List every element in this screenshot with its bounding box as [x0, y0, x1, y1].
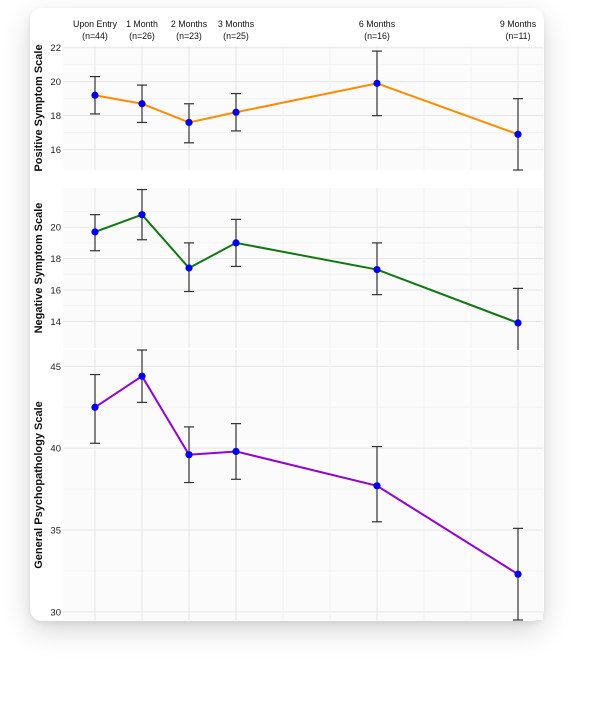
panel-1: 16 18 20 22 Positive Symptom Scale	[33, 43, 543, 172]
y-tick-label: 16	[50, 285, 61, 296]
y-axis-label: Negative Symptom Scale	[33, 203, 45, 334]
series-line	[94, 82, 519, 136]
x-tick-label: 1 Month	[126, 19, 158, 29]
x-tick-n: (n=16)	[364, 31, 390, 41]
y-tick-label: 20	[50, 77, 61, 88]
data-point	[373, 482, 381, 490]
series-line	[94, 374, 519, 576]
y-axis-label: General Psychopathology Scale	[33, 401, 45, 569]
y-tick-label: 18	[50, 111, 61, 122]
y-tick-label: 16	[50, 145, 61, 156]
data-point	[91, 403, 99, 411]
y-tick-label: 18	[50, 254, 61, 265]
data-point	[232, 447, 240, 456]
data-point	[91, 91, 99, 99]
data-point	[138, 100, 146, 108]
x-tick-n: (n=23)	[176, 31, 202, 41]
y-tick-label: 22	[50, 43, 61, 54]
y-tick-label: 30	[50, 607, 61, 618]
y-tick-label: 40	[50, 444, 61, 455]
panel-3: 30 35 40 45 General Psychopathology Scale	[33, 349, 543, 621]
panel-2: 14 16 18 20 Negative Symptom Scale	[33, 188, 543, 354]
x-tick-n: (n=25)	[223, 31, 249, 41]
x-tick-label: 3 Months	[218, 19, 255, 29]
data-point	[373, 79, 381, 87]
x-tick-n: (n=26)	[129, 31, 155, 41]
y-axis-label: Positive Symptom Scale	[33, 44, 45, 171]
data-point	[514, 130, 522, 138]
series-line	[94, 213, 519, 324]
y-tick-label: 14	[50, 317, 61, 328]
data-point	[232, 108, 240, 116]
x-tick-n: (n=44)	[82, 31, 108, 41]
x-tick-label: 2 Months	[171, 19, 208, 29]
data-point	[185, 451, 193, 459]
data-point	[185, 264, 193, 272]
data-point	[91, 228, 99, 236]
y-tick-label: 35	[50, 526, 61, 537]
data-point	[514, 570, 522, 578]
data-point	[138, 211, 146, 219]
y-tick-label: 20	[50, 223, 61, 234]
x-tick-label: Upon Entry	[73, 19, 118, 29]
data-point	[514, 319, 522, 327]
y-tick-label: 45	[50, 362, 61, 373]
panel-background	[63, 350, 543, 620]
x-tick-label: 9 Months	[500, 19, 537, 29]
data-point	[373, 265, 381, 274]
data-point	[138, 372, 146, 380]
x-tick-label: 6 Months	[359, 19, 396, 29]
data-point	[185, 118, 193, 127]
data-point	[232, 239, 240, 247]
x-tick-n: (n=11)	[505, 31, 530, 41]
